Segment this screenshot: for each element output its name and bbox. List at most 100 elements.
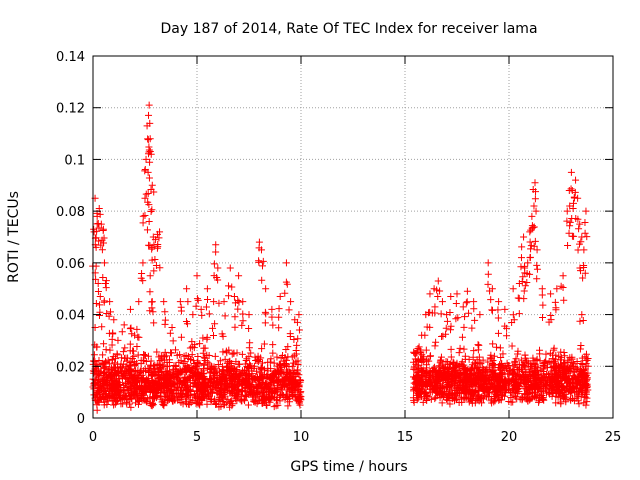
data-point bbox=[547, 311, 555, 319]
data-point bbox=[536, 350, 544, 358]
data-point bbox=[169, 337, 177, 345]
data-point bbox=[150, 319, 158, 327]
data-point bbox=[118, 354, 126, 362]
data-point bbox=[141, 382, 149, 390]
data-point bbox=[489, 370, 497, 378]
data-point bbox=[109, 353, 117, 361]
data-point bbox=[150, 267, 158, 275]
data-point bbox=[200, 383, 208, 391]
data-point bbox=[99, 359, 107, 367]
data-point bbox=[498, 391, 506, 399]
data-point bbox=[139, 219, 147, 227]
data-point bbox=[520, 390, 528, 398]
data-point bbox=[494, 329, 502, 337]
data-point bbox=[584, 369, 592, 377]
data-point bbox=[223, 349, 231, 357]
data-point bbox=[221, 312, 229, 320]
data-point bbox=[550, 344, 558, 352]
data-point bbox=[431, 303, 439, 311]
data-point bbox=[457, 373, 465, 381]
data-point bbox=[507, 398, 515, 406]
data-point bbox=[421, 331, 429, 339]
x-tick-label: 25 bbox=[605, 430, 622, 445]
data-point bbox=[428, 309, 436, 317]
data-point bbox=[175, 394, 183, 402]
data-point bbox=[505, 366, 513, 374]
data-point bbox=[520, 362, 528, 370]
x-axis-tick-labels: 0 5 10 15 20 25 bbox=[89, 430, 621, 445]
data-point bbox=[257, 246, 265, 254]
data-point bbox=[488, 367, 496, 375]
data-point bbox=[564, 366, 572, 374]
data-point bbox=[157, 388, 165, 396]
data-point bbox=[166, 387, 174, 395]
data-point bbox=[486, 354, 494, 362]
data-point bbox=[259, 387, 267, 395]
data-point bbox=[430, 364, 438, 372]
data-point bbox=[140, 351, 148, 359]
data-point bbox=[295, 382, 303, 390]
data-point bbox=[180, 366, 188, 374]
data-point bbox=[259, 257, 267, 265]
data-point bbox=[194, 352, 202, 360]
data-point bbox=[259, 359, 266, 367]
data-point bbox=[479, 356, 487, 364]
data-point bbox=[532, 394, 540, 402]
data-point bbox=[241, 397, 249, 405]
data-point bbox=[527, 362, 535, 370]
data-point bbox=[290, 359, 298, 367]
data-point bbox=[159, 380, 167, 388]
data-point bbox=[526, 238, 534, 246]
data-point bbox=[101, 280, 109, 288]
data-point bbox=[209, 324, 217, 332]
data-point bbox=[225, 282, 233, 290]
data-point bbox=[468, 324, 476, 332]
data-point bbox=[577, 378, 585, 386]
data-point bbox=[249, 391, 257, 399]
data-point bbox=[504, 377, 512, 385]
data-point bbox=[100, 239, 108, 247]
data-point bbox=[566, 222, 574, 230]
data-point bbox=[262, 310, 270, 318]
data-point bbox=[495, 381, 503, 389]
data-point bbox=[496, 395, 504, 403]
data-point bbox=[452, 387, 460, 395]
data-point bbox=[463, 298, 471, 306]
data-point bbox=[444, 396, 452, 404]
data-point bbox=[210, 373, 218, 381]
data-point bbox=[284, 402, 292, 410]
data-point bbox=[488, 285, 496, 293]
data-point bbox=[542, 350, 550, 358]
data-point bbox=[471, 316, 479, 324]
data-point bbox=[172, 346, 180, 354]
data-point bbox=[568, 232, 576, 240]
data-point bbox=[206, 378, 214, 386]
data-point bbox=[230, 292, 238, 300]
data-point bbox=[576, 317, 584, 325]
data-point bbox=[564, 379, 572, 387]
data-point bbox=[564, 358, 572, 366]
y-axis-tick-labels: 0 0.02 0.04 0.06 0.08 0.1 0.12 0.14 bbox=[56, 50, 85, 427]
data-point bbox=[459, 303, 467, 311]
data-point bbox=[581, 218, 589, 226]
data-point bbox=[208, 365, 216, 373]
data-point bbox=[282, 259, 290, 267]
data-point bbox=[412, 360, 420, 368]
data-point bbox=[112, 398, 120, 406]
data-point bbox=[203, 400, 211, 408]
data-point bbox=[434, 277, 442, 285]
data-point bbox=[264, 388, 272, 396]
data-point bbox=[472, 375, 480, 383]
data-point bbox=[225, 292, 233, 300]
data-point bbox=[418, 378, 426, 386]
y-axis-label: ROTI / TECUs bbox=[6, 191, 22, 283]
data-point bbox=[256, 376, 264, 384]
data-point bbox=[539, 367, 547, 375]
data-point bbox=[431, 342, 439, 350]
data-point bbox=[576, 240, 584, 248]
data-point bbox=[495, 298, 503, 306]
data-point bbox=[127, 362, 135, 370]
data-point bbox=[484, 358, 492, 366]
data-point bbox=[273, 353, 281, 361]
data-point bbox=[153, 394, 161, 402]
